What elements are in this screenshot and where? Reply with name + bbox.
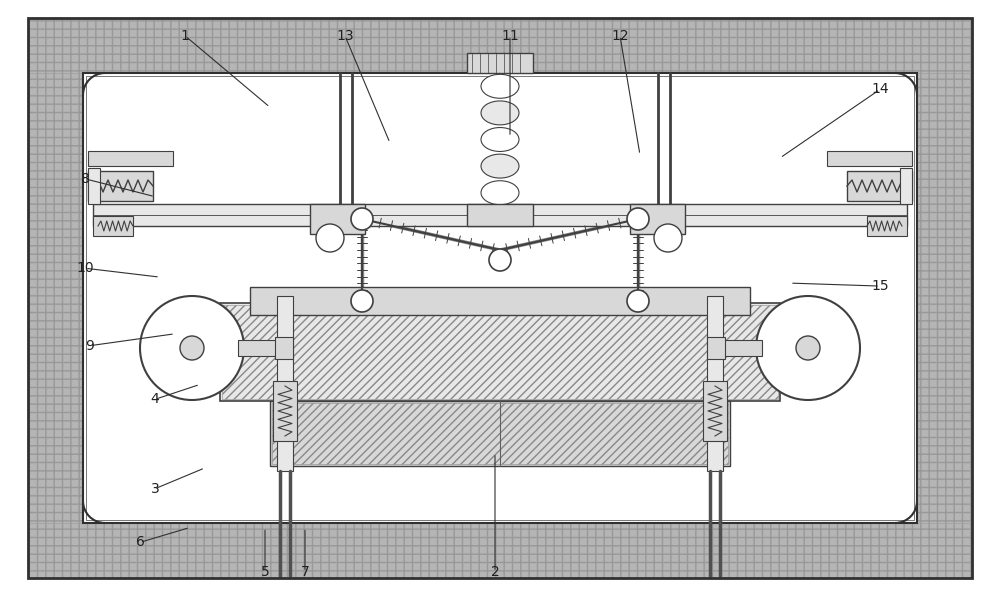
- Text: 8: 8: [81, 172, 89, 186]
- Circle shape: [627, 290, 649, 312]
- Text: 10: 10: [76, 261, 94, 275]
- Bar: [28, 73, 83, 523]
- Circle shape: [180, 336, 204, 360]
- Bar: [88, 151, 173, 166]
- Bar: [847, 171, 912, 201]
- Ellipse shape: [481, 154, 519, 178]
- Text: 7: 7: [301, 565, 309, 579]
- Bar: [630, 204, 685, 234]
- Bar: [220, 303, 780, 401]
- Text: 14: 14: [871, 82, 889, 97]
- Circle shape: [627, 208, 649, 230]
- Bar: [28, 18, 972, 73]
- Bar: [272, 403, 728, 464]
- Bar: [273, 381, 297, 441]
- Bar: [917, 73, 972, 523]
- Circle shape: [489, 249, 511, 271]
- Bar: [88, 168, 100, 204]
- Bar: [867, 216, 907, 236]
- Ellipse shape: [481, 74, 519, 98]
- Bar: [250, 287, 750, 315]
- Bar: [88, 171, 153, 201]
- Bar: [222, 305, 778, 399]
- Bar: [467, 204, 533, 226]
- Ellipse shape: [481, 181, 519, 204]
- Text: 12: 12: [611, 29, 629, 43]
- Bar: [900, 168, 912, 204]
- Bar: [93, 204, 907, 226]
- Bar: [717, 340, 762, 356]
- Text: 9: 9: [86, 339, 94, 353]
- Bar: [707, 296, 723, 471]
- Bar: [277, 296, 293, 471]
- Circle shape: [316, 224, 344, 252]
- Circle shape: [351, 290, 373, 312]
- Text: 13: 13: [336, 29, 354, 43]
- Text: 6: 6: [136, 535, 144, 550]
- Circle shape: [756, 296, 860, 400]
- Circle shape: [140, 296, 244, 400]
- Bar: [707, 337, 725, 359]
- Text: 15: 15: [871, 279, 889, 293]
- Bar: [255, 289, 745, 313]
- Bar: [467, 53, 533, 73]
- Ellipse shape: [481, 128, 519, 151]
- Circle shape: [351, 208, 373, 230]
- Text: 3: 3: [151, 482, 159, 496]
- Text: 5: 5: [261, 565, 269, 579]
- Ellipse shape: [481, 101, 519, 125]
- Circle shape: [796, 336, 820, 360]
- Text: 2: 2: [491, 565, 499, 579]
- Bar: [827, 151, 912, 166]
- Bar: [86, 76, 914, 520]
- Text: 4: 4: [151, 392, 159, 406]
- Bar: [238, 340, 283, 356]
- Bar: [275, 337, 293, 359]
- Bar: [83, 73, 917, 523]
- Text: 1: 1: [181, 29, 189, 43]
- Bar: [703, 381, 727, 441]
- Bar: [310, 204, 365, 234]
- Circle shape: [654, 224, 682, 252]
- Text: 11: 11: [501, 29, 519, 43]
- Bar: [28, 523, 972, 578]
- Bar: [93, 216, 133, 236]
- Bar: [270, 401, 730, 466]
